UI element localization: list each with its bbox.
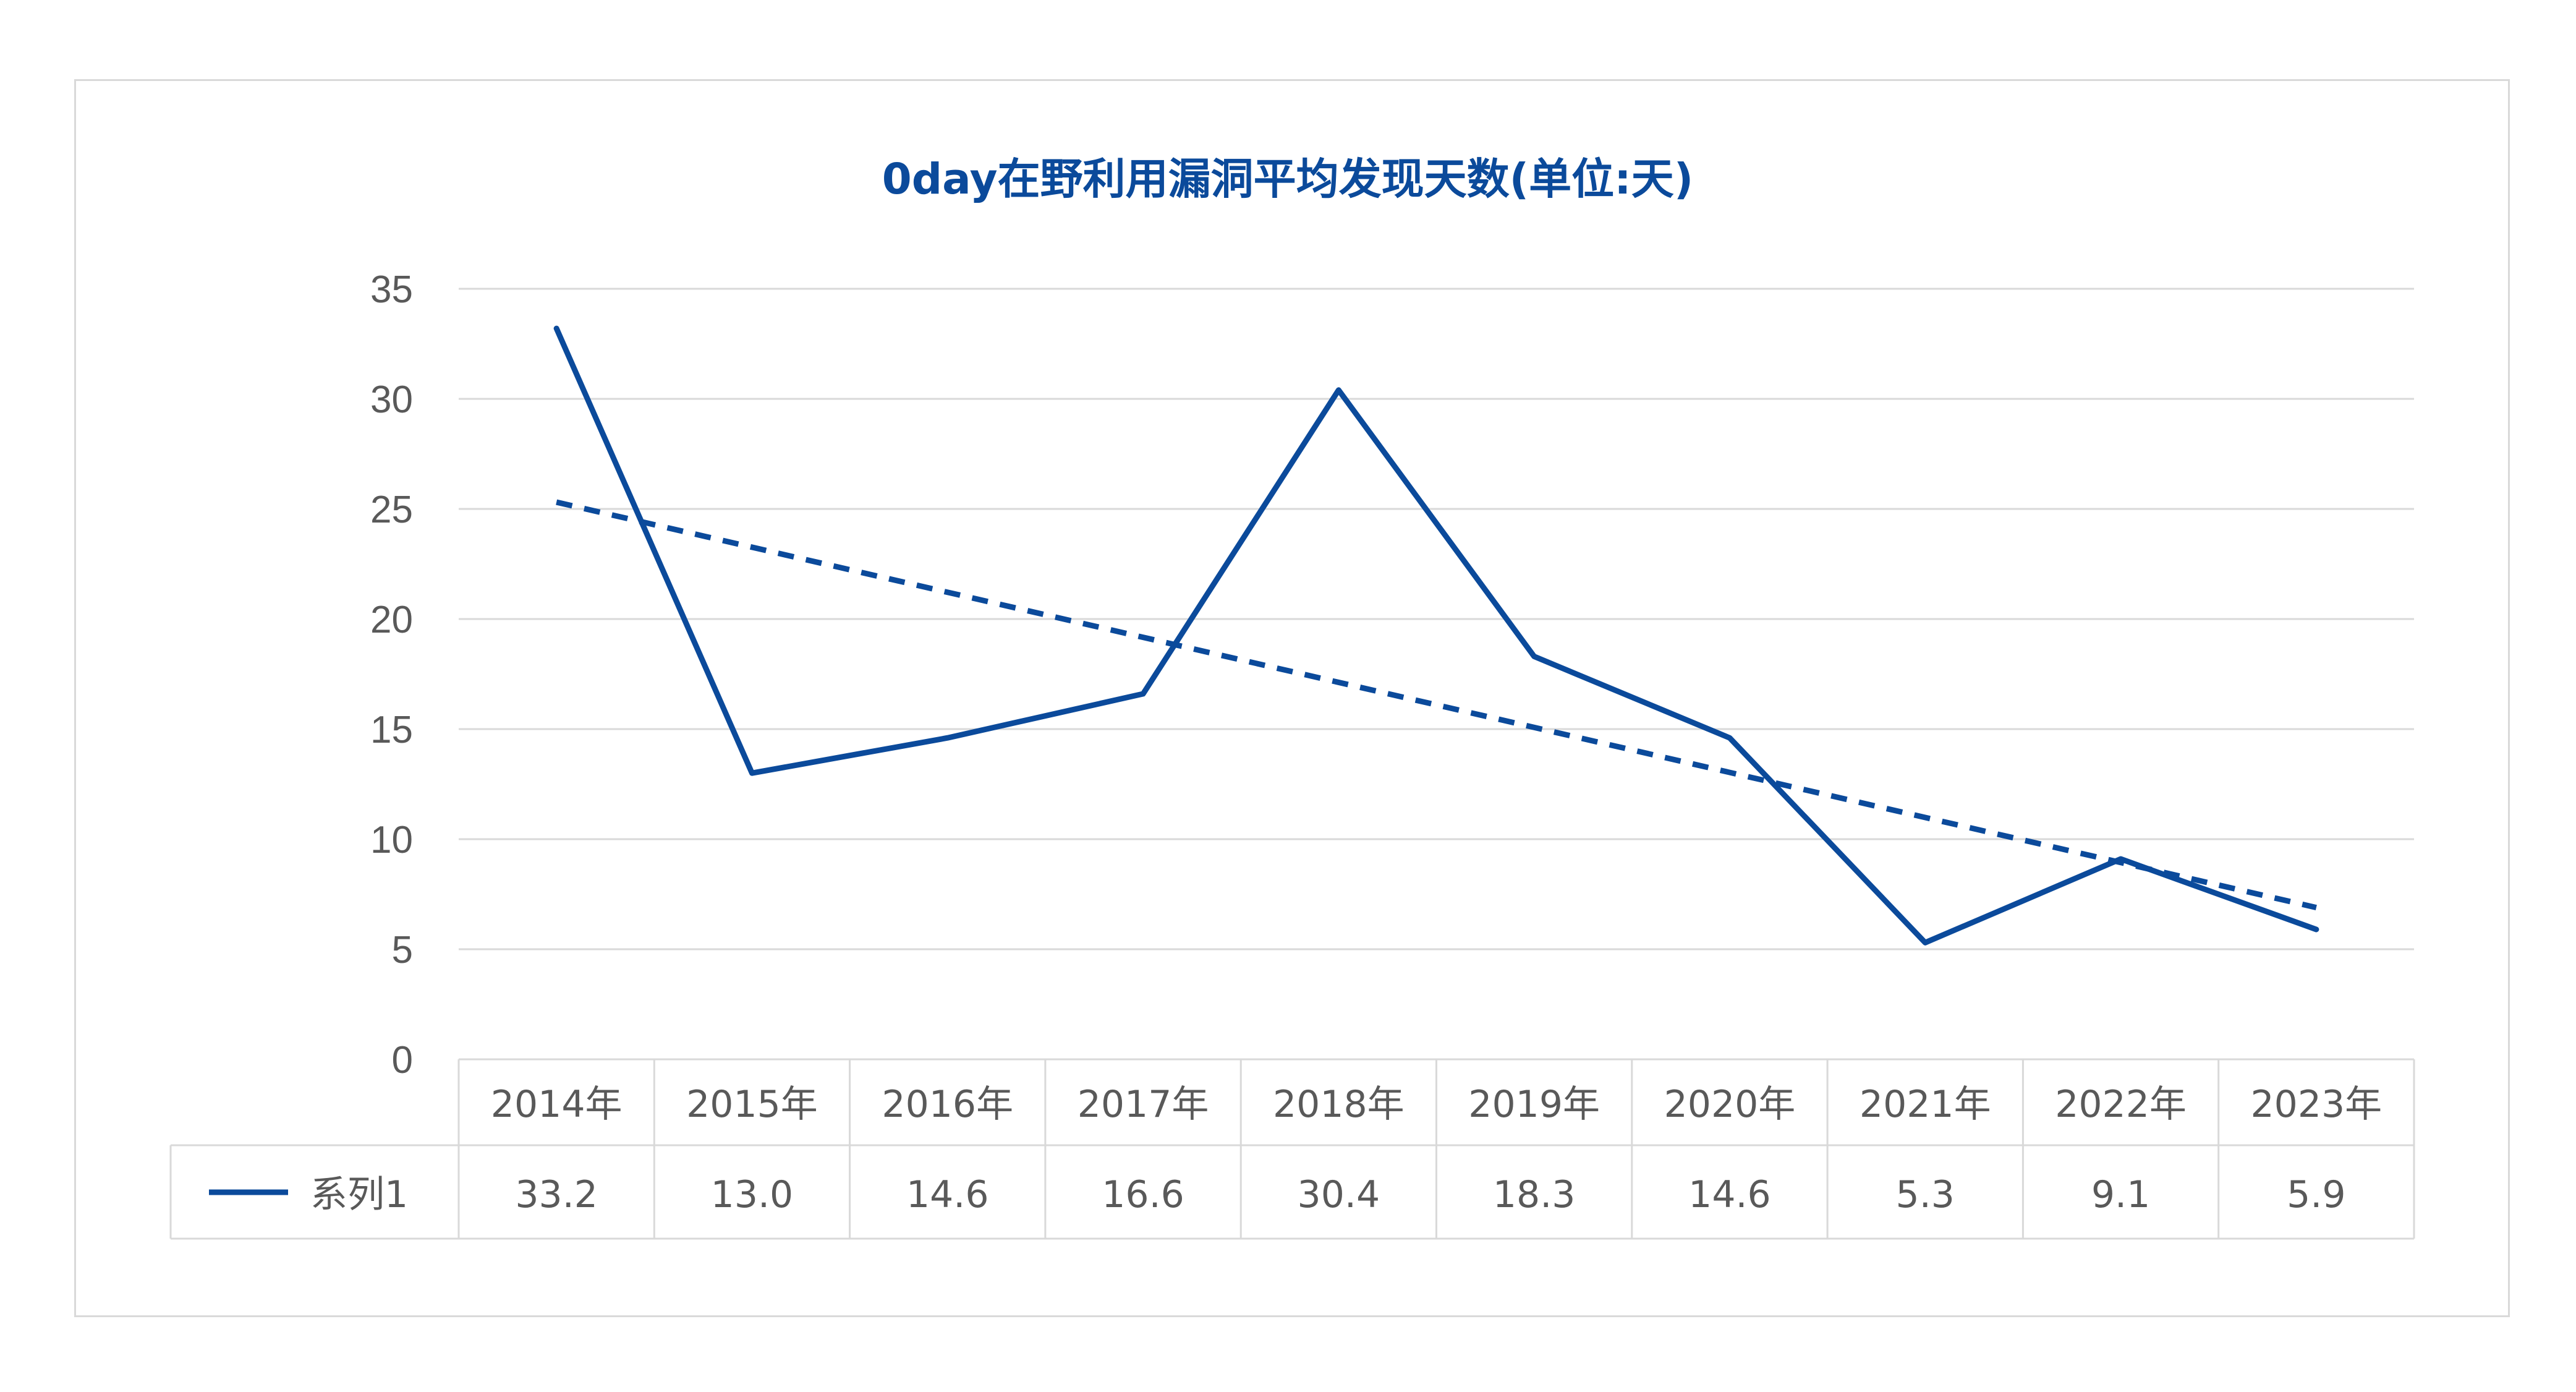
- data-point: [946, 737, 949, 740]
- data-value-label: 5.9: [2287, 1173, 2345, 1216]
- y-tick-label: 20: [370, 599, 413, 641]
- x-category-label: 2018年: [1273, 1083, 1405, 1126]
- y-tick-label: 25: [370, 489, 413, 531]
- data-value-label: 5.3: [1896, 1173, 1955, 1216]
- x-category-label: 2014年: [491, 1083, 623, 1126]
- y-tick-label: 15: [370, 709, 413, 751]
- data-value-label: 33.2: [515, 1173, 598, 1216]
- data-value-label: 14.6: [906, 1173, 989, 1216]
- data-value-label: 30.4: [1298, 1173, 1380, 1216]
- data-value-label: 14.6: [1688, 1173, 1771, 1216]
- data-point: [1142, 693, 1145, 696]
- data-point: [2315, 928, 2318, 931]
- series-lines: [553, 325, 2319, 946]
- data-point: [555, 327, 558, 330]
- data-value-label: 18.3: [1493, 1173, 1576, 1216]
- x-category-label: 2021年: [1860, 1083, 1991, 1126]
- trendline-series1: [556, 499, 2317, 911]
- y-tick-label: 0: [392, 1039, 413, 1082]
- data-point: [1532, 655, 1536, 658]
- x-category-label: 2016年: [882, 1083, 1013, 1126]
- x-category-label: 2019年: [1468, 1083, 1600, 1126]
- legend-label-series1: 系列1: [310, 1173, 408, 1216]
- data-point: [1924, 941, 1927, 944]
- gridlines: [459, 288, 2414, 950]
- x-category-label: 2023年: [2250, 1083, 2382, 1126]
- data-point: [1337, 388, 1340, 391]
- data-point: [1728, 737, 1731, 740]
- data-value-label: 9.1: [2091, 1173, 2150, 1216]
- data-point: [750, 772, 754, 775]
- y-axis-tick-labels: 0 5 10 15 20 25 30 35: [370, 268, 413, 1082]
- chart-title: 0day在野利用漏洞平均发现天数(单位:天): [882, 155, 1693, 204]
- x-category-label: 2022年: [2055, 1083, 2187, 1126]
- y-tick-label: 5: [392, 929, 413, 971]
- y-tick-label: 10: [370, 819, 413, 861]
- x-category-label: 2017年: [1078, 1083, 1209, 1126]
- data-table: 2014年 33.2 2015年 13.0 2016年 14.6 2017年 16.6 2018…: [169, 1058, 2415, 1240]
- x-category-label: 2015年: [686, 1083, 818, 1126]
- data-value-label: 13.0: [711, 1173, 794, 1216]
- y-tick-label: 35: [370, 268, 413, 311]
- x-category-label: 2020年: [1664, 1083, 1796, 1126]
- y-tick-label: 30: [370, 378, 413, 421]
- chart-frame: [74, 79, 2510, 1317]
- series-line-series1: [553, 325, 2319, 946]
- data-value-label: 16.6: [1102, 1173, 1184, 1216]
